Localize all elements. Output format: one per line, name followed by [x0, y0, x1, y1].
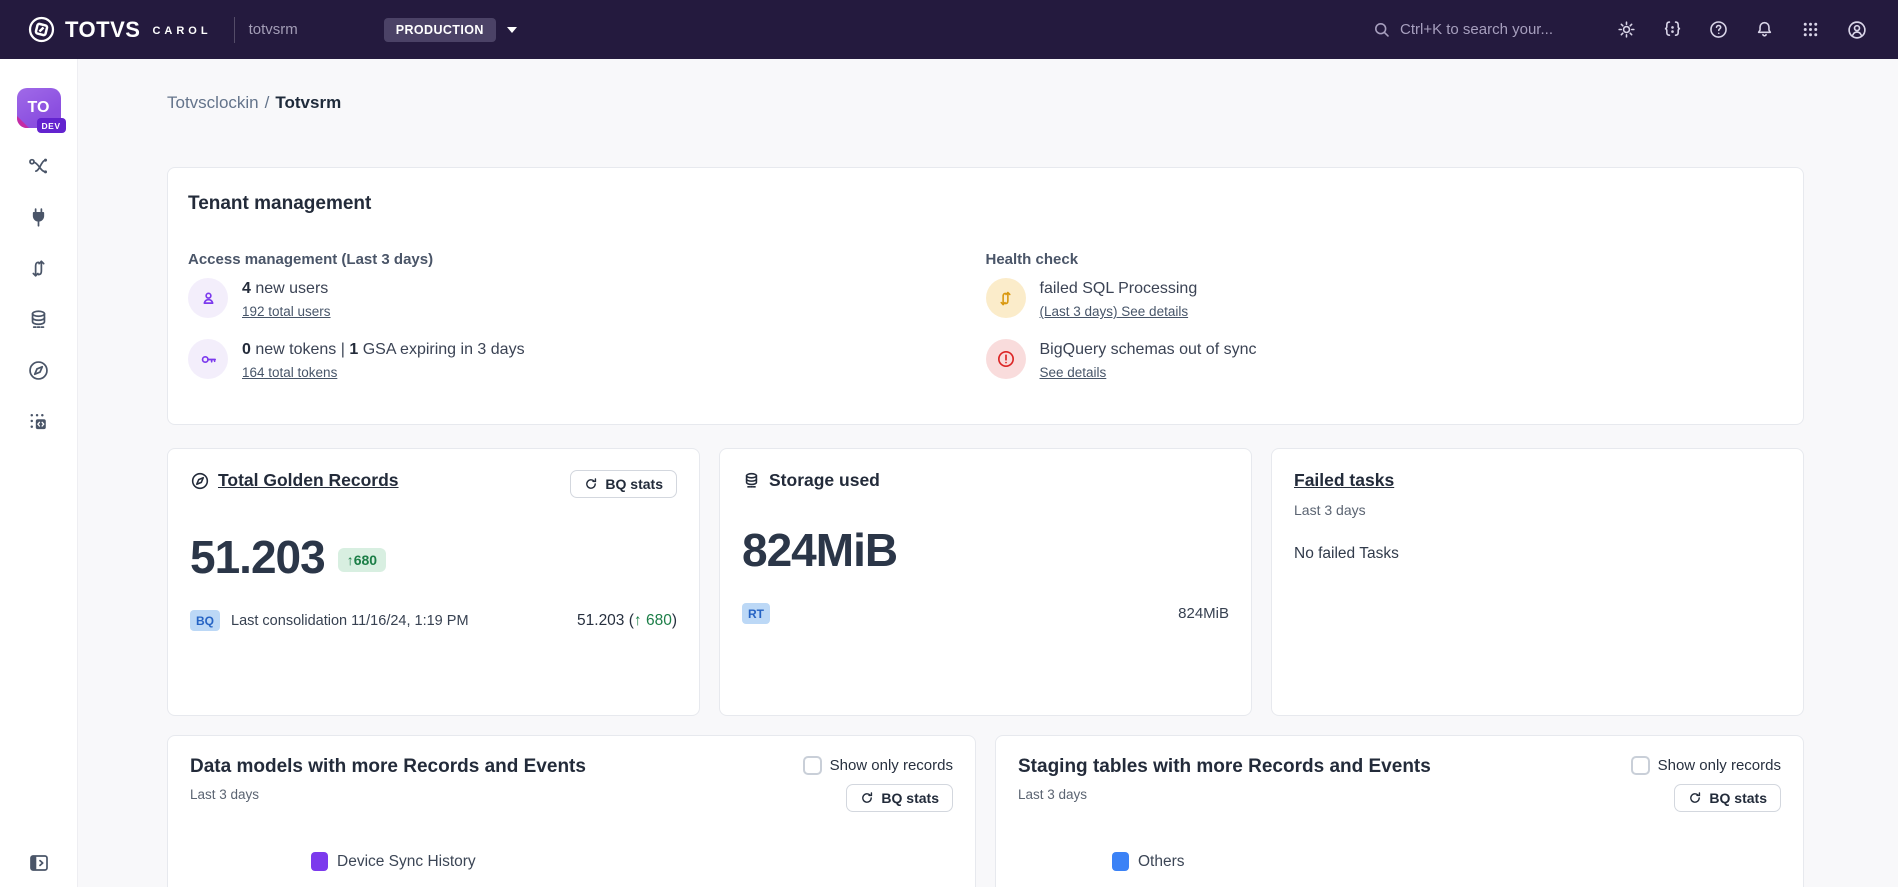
- staging-tables-title: Staging tables with more Records and Eve…: [1018, 756, 1431, 777]
- flows-icon[interactable]: [27, 155, 50, 178]
- account-icon[interactable]: [1846, 19, 1868, 41]
- tenant-name[interactable]: totvsrm: [248, 21, 298, 38]
- left-sidebar: TO DEV: [0, 59, 78, 887]
- failed-tasks-empty-message: No failed Tasks: [1294, 545, 1399, 562]
- staging-show-only-records[interactable]: Show only records: [1630, 756, 1781, 775]
- staging-tables-subtitle: Last 3 days: [1018, 787, 1088, 802]
- staging-tables-card: Staging tables with more Records and Eve…: [995, 735, 1804, 887]
- connector-plug-icon[interactable]: [27, 206, 50, 229]
- brand-name: TOTVS: [65, 16, 141, 42]
- sql-see-details-link[interactable]: (Last 3 days) See details: [1039, 304, 1189, 319]
- staging-tables-legend: Others: [1112, 852, 1781, 871]
- brand-product-name: CAROL: [152, 25, 212, 37]
- golden-records-compass-icon: [191, 472, 209, 489]
- data-storage-icon[interactable]: [27, 308, 50, 331]
- consolidation-text: Last consolidation 11/16/24, 1:19 PM: [231, 612, 469, 629]
- data-models-show-only-checkbox[interactable]: [802, 756, 822, 775]
- bigquery-see-details-link[interactable]: See details: [1039, 365, 1107, 380]
- settings-gear-icon[interactable]: [1616, 19, 1637, 40]
- new-users-text: 4 new users: [242, 280, 329, 297]
- tenant-avatar-initials: TO: [27, 99, 50, 116]
- top-navbar: TOTVS CAROL totvsrm PRODUCTION: [0, 0, 1898, 59]
- data-models-show-only-records[interactable]: Show only records: [802, 756, 953, 775]
- golden-bq-stats-button[interactable]: BQ stats: [570, 470, 677, 498]
- sync-arrows-icon[interactable]: [27, 257, 50, 280]
- explore-compass-icon[interactable]: [27, 359, 50, 382]
- golden-records-card: Total Golden Records BQ stats 51.203 ↑68…: [167, 448, 700, 716]
- data-models-card: Data models with more Records and Events…: [167, 735, 976, 887]
- golden-records-value: 51.203: [190, 531, 326, 583]
- notifications-bell-icon[interactable]: [1754, 19, 1775, 40]
- staging-bq-stats-button[interactable]: BQ stats: [1674, 784, 1781, 812]
- search-icon: [1375, 23, 1389, 37]
- access-management-heading: Access management (Last 3 days): [188, 251, 434, 268]
- sql-processing-row: failed SQL Processing (Last 3 days) See …: [985, 278, 1784, 321]
- staging-show-only-checkbox[interactable]: [1630, 756, 1650, 775]
- tokens-row: 0 new tokens | 1 GSA expiring in 3 days …: [188, 339, 986, 382]
- bigquery-sync-text: BigQuery schemas out of sync: [1039, 341, 1257, 358]
- navbar-divider: [233, 16, 235, 43]
- dev-apps-icon[interactable]: [27, 410, 50, 433]
- refresh-icon: [586, 478, 597, 489]
- warning-sync-icon: [985, 278, 1026, 318]
- failed-tasks-card: Failed tasks Last 3 days No failed Tasks: [1271, 448, 1804, 716]
- user-icon: [188, 278, 228, 318]
- data-models-bq-stats-button[interactable]: BQ stats: [846, 784, 953, 812]
- breadcrumb-current: Totvsrm: [275, 93, 342, 112]
- environment-dropdown-caret[interactable]: [506, 26, 517, 33]
- storage-database-icon: [745, 472, 758, 488]
- breadcrumb: Totvsclockin / Totvsrm: [167, 93, 1804, 113]
- error-icon: [985, 339, 1026, 379]
- tenant-management-title: Tenant management: [188, 193, 372, 214]
- brand-logo[interactable]: TOTVS CAROL: [28, 16, 212, 43]
- help-icon[interactable]: [1708, 19, 1729, 40]
- legend-swatch: [1112, 852, 1129, 871]
- key-icon: [188, 339, 228, 379]
- expand-panel-icon[interactable]: [27, 851, 51, 875]
- totvs-logo-icon: [28, 16, 55, 43]
- legend-label: Others: [1138, 852, 1185, 870]
- golden-records-delta-badge: ↑680: [337, 548, 387, 572]
- failed-tasks-subtitle: Last 3 days: [1294, 502, 1366, 518]
- apps-grid-icon[interactable]: [1800, 19, 1821, 40]
- legend-swatch: [311, 852, 328, 871]
- sql-processing-text: failed SQL Processing: [1039, 280, 1198, 297]
- breadcrumb-separator: /: [264, 93, 270, 112]
- storage-used-title: Storage used: [769, 470, 880, 490]
- data-models-title: Data models with more Records and Events: [190, 756, 586, 777]
- bq-source-badge: BQ: [190, 610, 220, 631]
- bigquery-sync-row: BigQuery schemas out of sync See details: [985, 339, 1784, 382]
- tenant-management-card: Tenant management Access management (Las…: [167, 167, 1804, 425]
- data-models-subtitle: Last 3 days: [190, 787, 260, 802]
- new-tokens-text: 0 new tokens | 1 GSA expiring in 3 days: [242, 341, 525, 358]
- storage-total-value: 824MiB: [1178, 605, 1229, 622]
- tenant-avatar[interactable]: TO DEV: [16, 88, 66, 133]
- total-tokens-link[interactable]: 164 total tokens: [242, 365, 338, 380]
- code-braces-icon[interactable]: [1662, 19, 1683, 40]
- refresh-icon: [862, 792, 873, 803]
- storage-used-card: Storage used 824MiB RT 824MiB: [719, 448, 1252, 716]
- search-input[interactable]: [1400, 21, 1568, 38]
- legend-label: Device Sync History: [337, 852, 476, 870]
- failed-tasks-title[interactable]: Failed tasks: [1294, 470, 1395, 490]
- users-row: 4 new users 192 total users: [188, 278, 986, 321]
- access-management-section: Access management (Last 3 days) 4 new us…: [188, 251, 986, 400]
- health-check-heading: Health check: [985, 251, 1079, 268]
- breadcrumb-parent[interactable]: Totvsclockin: [167, 93, 259, 112]
- storage-used-value: 824MiB: [742, 524, 898, 576]
- total-users-link[interactable]: 192 total users: [242, 304, 331, 319]
- data-models-legend: Device Sync History: [311, 852, 953, 871]
- environment-dev-badge: DEV: [36, 118, 66, 133]
- golden-records-title[interactable]: Total Golden Records: [218, 470, 399, 490]
- golden-records-summary: 51.203 (↑ 680): [577, 611, 677, 629]
- environment-badge[interactable]: PRODUCTION: [383, 17, 496, 42]
- rt-badge: RT: [742, 603, 770, 624]
- global-search[interactable]: [1372, 20, 1568, 39]
- health-check-section: Health check failed SQL Processing (Last…: [985, 251, 1784, 400]
- refresh-icon: [1690, 792, 1701, 803]
